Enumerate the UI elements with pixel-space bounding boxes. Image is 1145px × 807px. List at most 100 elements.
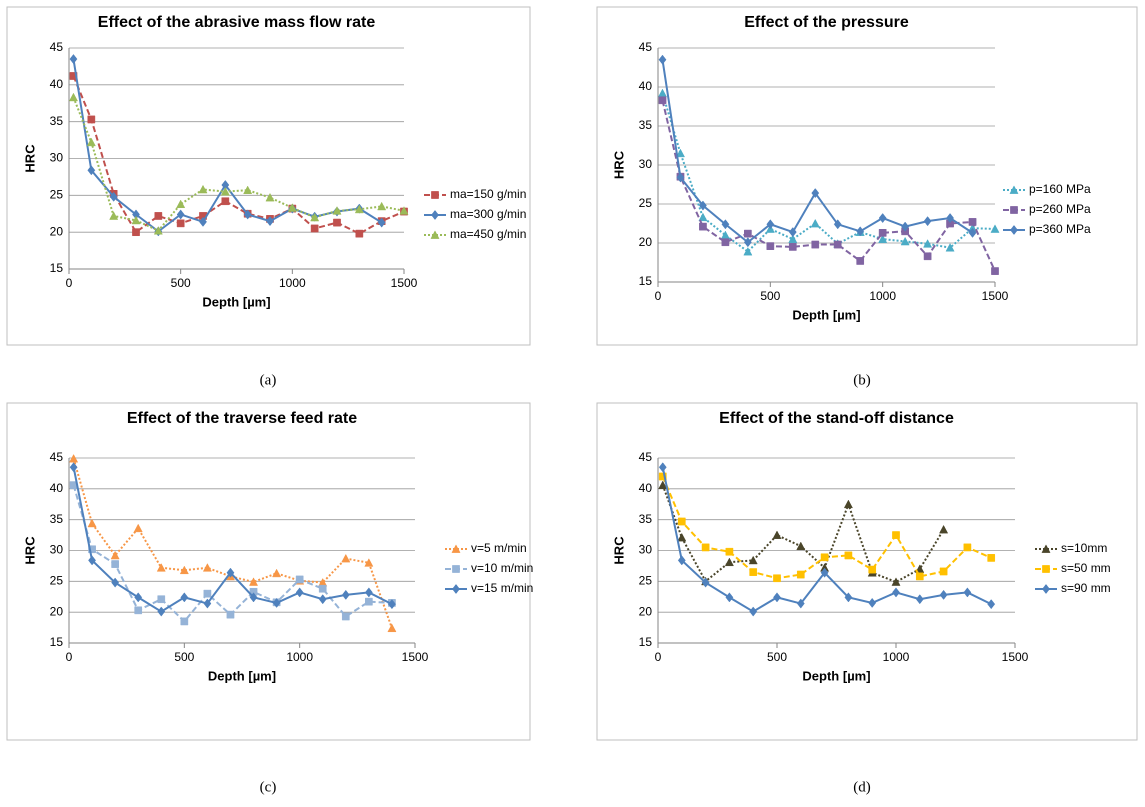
legend-label: ma=300 g/min — [450, 207, 526, 221]
legend-marker — [451, 544, 461, 553]
data-point — [199, 216, 207, 227]
data-point — [180, 592, 189, 603]
y-tick-label: 30 — [50, 543, 64, 557]
data-point — [109, 211, 119, 220]
x-tick-label: 0 — [655, 289, 662, 303]
legend-marker — [1042, 583, 1050, 595]
y-tick-label: 15 — [50, 261, 64, 275]
data-point — [923, 252, 932, 261]
y-tick-label: 30 — [639, 543, 653, 557]
data-point — [946, 213, 954, 224]
data-point — [878, 213, 887, 224]
x-tick-label: 1000 — [869, 289, 896, 303]
data-point — [721, 238, 730, 247]
y-tick-label: 35 — [639, 118, 653, 132]
data-point — [766, 219, 775, 230]
data-point — [945, 243, 955, 252]
data-point — [310, 224, 319, 233]
data-point — [923, 239, 933, 248]
legend-marker — [1042, 565, 1050, 573]
data-point — [987, 554, 996, 562]
data-point — [856, 226, 865, 237]
data-point — [856, 257, 865, 265]
y-tick-label: 15 — [639, 635, 653, 649]
y-tick-label: 40 — [639, 481, 653, 495]
legend-label: s=10mm — [1061, 541, 1107, 555]
data-point — [868, 565, 877, 574]
data-point — [266, 216, 274, 227]
legend-marker — [1010, 224, 1018, 236]
data-point — [221, 197, 230, 206]
data-point — [788, 227, 797, 238]
data-point — [69, 462, 78, 473]
data-point — [88, 555, 96, 566]
data-point — [788, 243, 797, 251]
data-point — [796, 570, 805, 579]
y-tick-label: 25 — [50, 188, 64, 202]
y-tick-label: 45 — [639, 40, 653, 54]
data-point — [287, 203, 297, 212]
data-point — [699, 200, 707, 211]
data-point — [843, 499, 853, 509]
y-tick-label: 20 — [639, 604, 653, 618]
data-point — [153, 226, 163, 235]
data-point — [377, 217, 386, 228]
series-line — [661, 92, 996, 253]
data-point — [332, 206, 342, 215]
series-line — [72, 458, 393, 629]
data-point — [699, 222, 707, 231]
data-point — [743, 246, 753, 256]
data-point — [176, 209, 185, 220]
data-point — [878, 229, 887, 237]
data-point — [295, 575, 304, 584]
x-tick-label: 1500 — [982, 289, 1009, 303]
data-point — [891, 577, 901, 586]
data-point — [243, 185, 253, 195]
legend-label: p=360 MPa — [1029, 222, 1091, 236]
legend-marker — [452, 583, 460, 595]
y-tick-label: 35 — [639, 512, 653, 526]
legend-marker — [430, 230, 440, 239]
x-axis-label: Depth [µm] — [802, 668, 870, 683]
data-point — [658, 54, 667, 65]
x-tick-label: 1500 — [1002, 650, 1029, 664]
data-point — [811, 188, 820, 199]
data-point — [341, 589, 350, 600]
data-point — [939, 524, 949, 534]
data-point — [134, 606, 143, 615]
legend-marker — [431, 209, 439, 221]
data-point — [87, 165, 96, 176]
y-tick-label: 25 — [50, 574, 64, 588]
y-axis-label: HRC — [22, 536, 37, 565]
data-point — [318, 594, 327, 605]
data-point — [132, 228, 140, 237]
data-point — [766, 242, 775, 250]
data-point — [111, 577, 120, 588]
y-tick-label: 35 — [50, 114, 64, 128]
data-point — [198, 184, 208, 194]
data-point — [820, 553, 829, 562]
data-point — [388, 599, 396, 610]
data-point — [901, 221, 910, 232]
data-point — [796, 541, 806, 551]
chart-title: Effect of the stand-off distance — [719, 410, 954, 427]
data-point — [963, 543, 972, 552]
y-tick-label: 45 — [50, 450, 64, 464]
x-axis-label: Depth [µm] — [208, 668, 276, 683]
y-tick-label: 25 — [639, 574, 653, 588]
chart-frame — [596, 402, 1138, 741]
chart-title: Effect of the abrasive mass flow rate — [98, 14, 376, 31]
data-point — [725, 547, 734, 556]
data-point — [820, 567, 829, 578]
data-point — [968, 227, 977, 238]
data-point — [295, 587, 304, 598]
legend-marker — [431, 191, 439, 199]
data-point — [354, 204, 364, 214]
data-point — [318, 584, 327, 593]
data-point — [86, 137, 96, 147]
chart-frame — [6, 402, 531, 741]
data-point — [878, 234, 888, 243]
y-tick-label: 35 — [50, 512, 64, 526]
data-point — [677, 517, 686, 526]
